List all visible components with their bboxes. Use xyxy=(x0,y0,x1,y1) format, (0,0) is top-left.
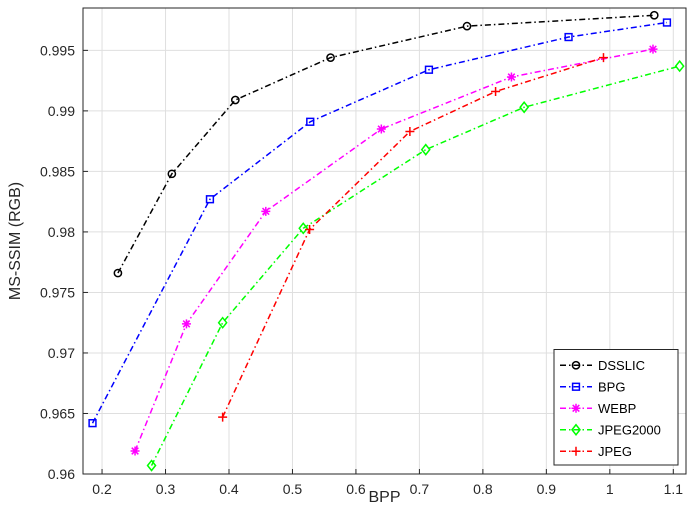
y-tick-label: 0.975 xyxy=(40,284,75,300)
y-axis-ticks: 0.96 0.965 0.97 0.975 0.98 0.985 0.99 0.995 xyxy=(40,42,88,482)
plot-frame xyxy=(82,7,687,475)
x-tick-label: 1 xyxy=(606,481,614,497)
legend-label-webp: WEBP xyxy=(598,401,636,416)
series-layer xyxy=(88,10,685,472)
series-jpeg xyxy=(218,53,608,422)
x-tick-label: 0.4 xyxy=(219,481,239,497)
data-point-webp xyxy=(648,44,658,54)
series-line-jpeg2000 xyxy=(150,65,680,466)
data-point-jpeg2000 xyxy=(217,316,228,329)
legend-marker-jpeg2000 xyxy=(571,423,581,436)
series-webp xyxy=(130,44,658,456)
legend-item-jpeg: JPEG xyxy=(560,444,632,459)
x-tick-label: 0.6 xyxy=(346,481,366,497)
legend: DSSLIC BPG WEBP JPEG2000 JPEG xyxy=(553,349,679,466)
legend-item-webp: WEBP xyxy=(560,401,636,416)
y-tick-label: 0.965 xyxy=(40,405,75,421)
x-axis-label: BPP xyxy=(368,489,400,506)
data-point-jpeg xyxy=(305,225,315,235)
legend-label-jpeg: JPEG xyxy=(598,444,632,459)
legend-item-dsslic: DSSLIC xyxy=(560,358,645,373)
data-point-jpeg xyxy=(405,126,415,136)
legend-marker-webp xyxy=(571,403,581,413)
x-tick-label: 0.5 xyxy=(283,481,303,497)
x-tick-label: 0.3 xyxy=(156,481,176,497)
data-point-dsslic xyxy=(649,10,659,20)
data-point-dsslic xyxy=(230,95,240,105)
data-point-jpeg xyxy=(218,412,228,422)
data-point-jpeg2000 xyxy=(298,222,309,235)
data-point-dsslic xyxy=(167,169,177,179)
data-point-bpg xyxy=(205,195,215,204)
y-tick-label: 0.99 xyxy=(48,103,75,119)
data-point-webp xyxy=(506,72,516,82)
legend-label-bpg: BPG xyxy=(598,379,625,394)
data-point-dsslic xyxy=(113,268,123,278)
data-point-jpeg2000 xyxy=(146,459,157,472)
data-point-jpeg2000 xyxy=(420,143,431,156)
x-tick-label: 0.8 xyxy=(473,481,493,497)
series-bpg xyxy=(88,18,672,428)
series-line-dsslic xyxy=(117,14,655,274)
data-point-jpeg xyxy=(598,53,608,63)
data-point-dsslic xyxy=(462,21,472,31)
data-point-webp xyxy=(130,446,140,456)
y-tick-label: 0.96 xyxy=(48,466,75,482)
series-dsslic xyxy=(113,10,659,278)
x-tick-label: 0.9 xyxy=(537,481,557,497)
legend-marker-jpeg xyxy=(571,446,581,456)
data-point-webp xyxy=(261,206,271,216)
series-line-webp xyxy=(134,48,654,452)
data-point-bpg xyxy=(88,419,97,428)
x-tick-label: 0.7 xyxy=(410,481,430,497)
x-axis-ticks: 0.2 0.3 0.4 0.5 0.6 0.7 0.8 0.9 1 1.1 xyxy=(92,469,683,497)
y-tick-label: 0.97 xyxy=(48,345,75,361)
data-point-bpg xyxy=(424,65,434,74)
data-point-webp xyxy=(181,319,191,329)
data-point-bpg xyxy=(662,18,672,27)
legend-label-jpeg2000: JPEG2000 xyxy=(598,422,661,437)
legend-marker-dsslic xyxy=(571,360,581,370)
x-tick-label: 1.1 xyxy=(664,481,684,497)
data-point-jpeg2000 xyxy=(519,101,530,114)
data-point-jpeg2000 xyxy=(674,59,685,73)
data-point-webp xyxy=(376,124,386,134)
x-tick-label: 0.2 xyxy=(92,481,112,497)
y-tick-label: 0.98 xyxy=(48,224,75,240)
y-tick-label: 0.995 xyxy=(40,42,75,58)
legend-marker-bpg xyxy=(571,382,581,391)
legend-item-jpeg2000: JPEG2000 xyxy=(560,422,661,437)
legend-label-dsslic: DSSLIC xyxy=(598,358,645,373)
series-jpeg2000 xyxy=(146,59,685,472)
data-point-jpeg xyxy=(491,87,501,97)
y-axis-label: MS-SSIM (RGB) xyxy=(7,182,24,300)
y-tick-label: 0.985 xyxy=(40,163,75,179)
data-point-bpg xyxy=(306,117,315,126)
data-point-bpg xyxy=(564,32,573,42)
data-point-dsslic xyxy=(326,53,335,62)
legend-item-bpg: BPG xyxy=(560,379,625,394)
